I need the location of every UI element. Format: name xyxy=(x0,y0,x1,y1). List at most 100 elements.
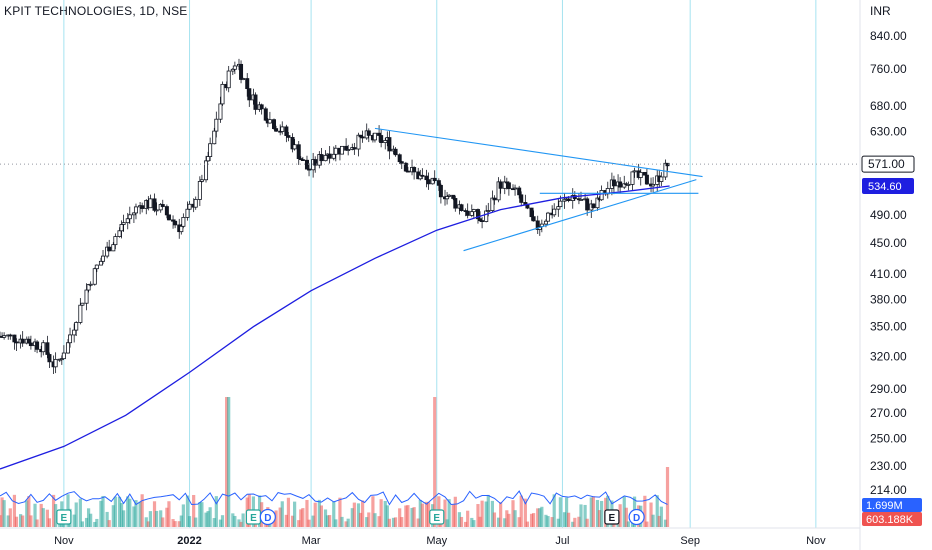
volume-bar xyxy=(379,499,383,527)
candle-body xyxy=(133,206,138,214)
y-tick-label: 490.00 xyxy=(870,208,907,222)
volume-bar xyxy=(558,497,562,527)
volume-bar xyxy=(338,497,342,527)
volume-bar xyxy=(323,509,328,527)
candle-body xyxy=(546,212,551,222)
candle-body xyxy=(529,207,534,218)
candle-body xyxy=(498,181,503,189)
volume-bar xyxy=(400,517,404,527)
volume-bar xyxy=(651,514,655,527)
volume-bar xyxy=(412,507,416,527)
y-tick-label: 270.00 xyxy=(870,406,907,420)
grid-layer xyxy=(63,0,817,528)
volume-bar xyxy=(663,519,668,527)
candle-body xyxy=(659,176,664,182)
volume-bar xyxy=(540,506,544,527)
candle-body xyxy=(300,159,305,161)
volume-bar xyxy=(367,512,371,527)
ma-layer xyxy=(0,185,670,470)
volume-bar xyxy=(490,500,494,527)
candle-body xyxy=(383,140,388,144)
candle-body xyxy=(599,190,604,201)
volume-bar xyxy=(532,513,536,527)
volume-bar xyxy=(445,519,449,527)
volume-bar xyxy=(122,510,126,527)
volume-bar xyxy=(305,499,309,527)
candle-body xyxy=(171,219,176,222)
candle-body xyxy=(387,137,392,152)
volume-bar xyxy=(299,509,303,527)
earnings-marker-label: E xyxy=(250,513,257,524)
candle-body xyxy=(166,214,171,221)
volume-bar xyxy=(33,503,37,527)
candle-body xyxy=(212,130,217,145)
volume-bar xyxy=(297,520,301,527)
volume-bar xyxy=(410,507,414,527)
candle-body xyxy=(366,130,371,136)
volume-bar xyxy=(89,513,93,527)
volume-bar xyxy=(95,518,99,527)
volume-bar xyxy=(194,517,198,527)
earnings-marker xyxy=(604,509,620,525)
volume-bar xyxy=(179,515,183,527)
volume-bar xyxy=(311,515,315,527)
volume-bar xyxy=(426,502,431,527)
volume-bar xyxy=(499,502,503,527)
volume-bar xyxy=(105,511,109,527)
volume-bar xyxy=(74,502,78,527)
volume-bar xyxy=(393,517,398,527)
candle-body xyxy=(412,167,417,173)
candle-body xyxy=(263,108,268,121)
candle-body xyxy=(61,352,66,360)
trend-layer[interactable] xyxy=(374,127,703,252)
candle-body xyxy=(626,183,631,186)
volume-bar xyxy=(99,500,103,527)
volume-bar xyxy=(352,502,356,527)
candle-body xyxy=(197,181,202,200)
volume-bar xyxy=(420,503,424,527)
volume-bar xyxy=(538,508,542,527)
candle-body xyxy=(591,203,596,209)
volume-bar xyxy=(84,517,89,527)
volume-bar xyxy=(391,517,396,527)
y-axis-label: INR xyxy=(870,4,891,18)
candle-body xyxy=(377,132,382,136)
candle-body xyxy=(471,209,476,213)
volume-bar xyxy=(2,500,6,527)
candle-body xyxy=(436,180,441,186)
volume-bar xyxy=(385,505,389,527)
candle-body xyxy=(622,183,627,188)
volume-bar xyxy=(346,518,350,527)
volume-bar xyxy=(307,519,311,527)
volume-bar xyxy=(206,511,210,527)
candle-body xyxy=(611,179,616,187)
volume-bar xyxy=(0,497,4,527)
candle-body xyxy=(296,144,301,160)
volume-bar xyxy=(204,512,208,527)
candle-body xyxy=(107,246,112,252)
volume-bar xyxy=(47,518,52,527)
volume-bar xyxy=(286,497,291,527)
y-tick-label: 250.00 xyxy=(870,431,907,445)
candle-body xyxy=(245,78,250,90)
volume-bar xyxy=(80,521,85,527)
volume-bar xyxy=(624,507,628,527)
candle-body xyxy=(566,198,571,201)
volume-bar xyxy=(404,505,408,527)
volume-bar xyxy=(239,521,243,527)
candle-body xyxy=(397,154,402,163)
volume-bar xyxy=(484,501,488,527)
candle-body xyxy=(41,342,46,353)
volume-bar xyxy=(433,397,437,527)
dividend-marker xyxy=(628,508,645,526)
volume-bar xyxy=(552,494,556,527)
volume-bar xyxy=(325,515,330,527)
volume-bar xyxy=(459,516,464,527)
volume-bar xyxy=(513,510,517,527)
candle-body xyxy=(405,170,410,173)
volume-bar xyxy=(519,495,523,527)
candle-body xyxy=(618,181,623,188)
candle-body xyxy=(595,197,600,209)
